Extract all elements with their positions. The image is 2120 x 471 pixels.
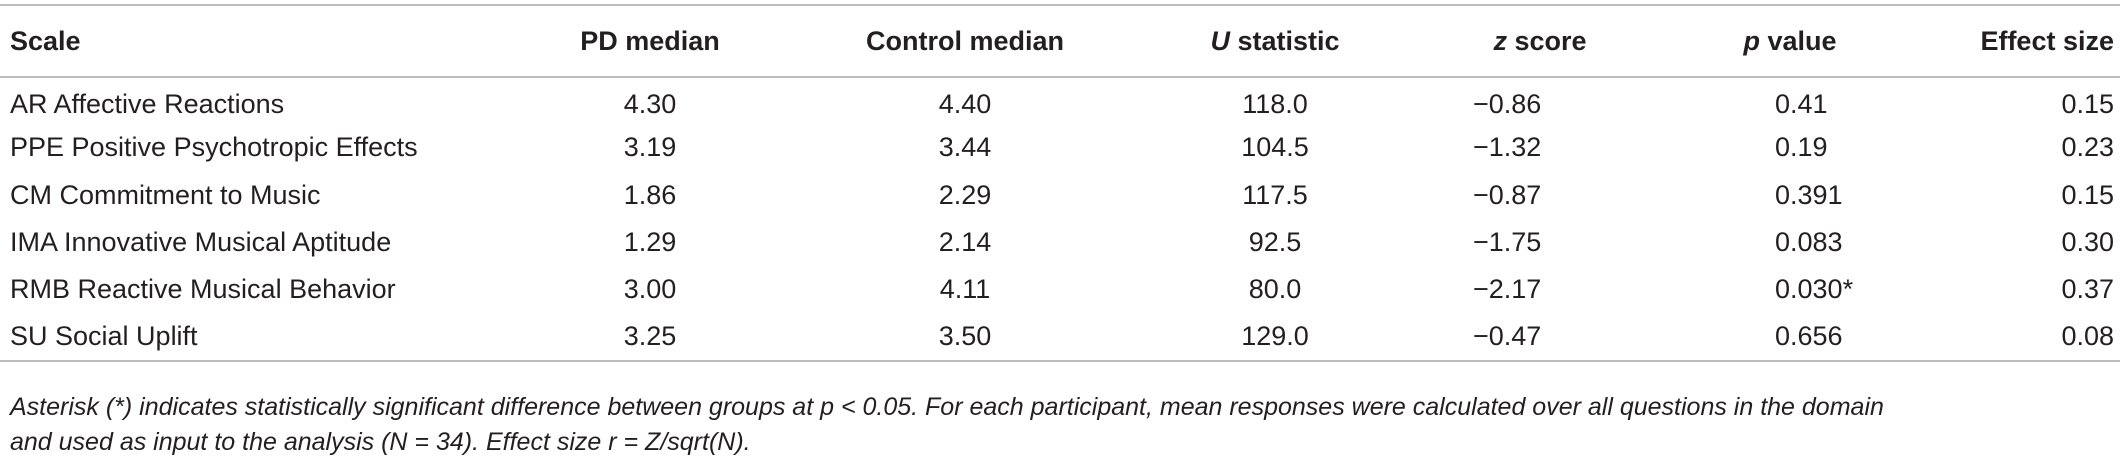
cell-z-score: −1.75 — [1473, 227, 1542, 258]
header-scale: Scale — [10, 25, 81, 56]
header-z-score: z score — [1420, 5, 1660, 77]
header-u-symbol: U — [1210, 25, 1230, 56]
cell-pd-median: 3.19 — [623, 132, 677, 163]
cell-effect-size: 0.15 — [2061, 179, 2114, 210]
table-footnote: Asterisk (*) indicates statistically sig… — [10, 390, 2110, 460]
cell-effect-size: 0.37 — [2061, 274, 2114, 305]
cell-scale: CM Commitment to Music — [10, 179, 321, 210]
cell-p-value: 0.19 — [1775, 132, 1828, 163]
cell-effect-size: 0.15 — [2061, 88, 2114, 119]
cell-control-median: 2.14 — [938, 227, 992, 258]
results-table: Scale PD median Control median U statist… — [0, 4, 2120, 362]
header-row: Scale PD median Control median U statist… — [0, 5, 2120, 77]
table-body: AR Affective Reactions 4.30 4.40 118.0 −… — [0, 77, 2120, 361]
cell-control-median: 4.11 — [939, 274, 991, 305]
cell-p-value: 0.41 — [1775, 88, 1828, 119]
cell-p-value: 0.391 — [1775, 179, 1843, 210]
table-row: SU Social Uplift 3.25 3.50 129.0 −0.47 0… — [0, 313, 2120, 361]
cell-pd-median: 3.25 — [623, 321, 677, 352]
header-u-text: statistic — [1229, 25, 1340, 56]
header-u-statistic: U statistic — [1130, 5, 1420, 77]
cell-scale: AR Affective Reactions — [10, 88, 285, 119]
cell-p-value: 0.083 — [1775, 227, 1843, 258]
cell-control-median: 2.29 — [938, 179, 992, 210]
table-row: PPE Positive Psychotropic Effects 3.19 3… — [0, 124, 2120, 171]
cell-u-statistic: 80.0 — [1248, 274, 1302, 305]
cell-u-statistic: 92.5 — [1248, 227, 1302, 258]
cell-control-median: 3.44 — [938, 132, 992, 163]
table-row: RMB Reactive Musical Behavior 3.00 4.11 … — [0, 266, 2120, 313]
cell-u-statistic: 129.0 — [1241, 321, 1309, 352]
cell-scale: PPE Positive Psychotropic Effects — [10, 132, 418, 163]
header-control-median: Control median — [865, 25, 1064, 56]
table-row: CM Commitment to Music 1.86 2.29 117.5 −… — [0, 172, 2120, 219]
cell-control-median: 3.50 — [938, 321, 992, 352]
cell-u-statistic: 104.5 — [1241, 132, 1309, 163]
footnote-line-2: and used as input to the analysis (N = 3… — [10, 428, 751, 456]
cell-u-statistic: 117.5 — [1242, 179, 1308, 210]
cell-p-value: 0.656 — [1775, 321, 1843, 352]
cell-z-score: −0.47 — [1473, 321, 1542, 352]
cell-scale: SU Social Uplift — [10, 321, 198, 352]
cell-pd-median: 3.00 — [623, 274, 677, 305]
header-z-text: score — [1506, 25, 1587, 56]
cell-effect-size: 0.30 — [2061, 227, 2114, 258]
header-p-value: p value — [1660, 5, 1920, 77]
cell-effect-size: 0.23 — [2061, 132, 2114, 163]
cell-u-statistic: 118.0 — [1242, 88, 1308, 119]
cell-effect-size: 0.08 — [2061, 321, 2114, 352]
cell-p-value: 0.030* — [1775, 274, 1854, 305]
cell-z-score: −0.87 — [1473, 179, 1542, 210]
cell-z-score: −0.86 — [1473, 88, 1542, 119]
table-row: AR Affective Reactions 4.30 4.40 118.0 −… — [0, 77, 2120, 124]
header-pd-median: PD median — [580, 25, 720, 56]
header-z-symbol: z — [1493, 25, 1507, 56]
cell-z-score: −2.17 — [1473, 274, 1542, 305]
table-header: Scale PD median Control median U statist… — [0, 5, 2120, 77]
header-effect-size: Effect size — [1980, 25, 2114, 56]
cell-pd-median: 4.30 — [623, 88, 677, 119]
cell-pd-median: 1.29 — [623, 227, 677, 258]
cell-scale: RMB Reactive Musical Behavior — [10, 274, 396, 305]
table-row: IMA Innovative Musical Aptitude 1.29 2.1… — [0, 219, 2120, 266]
cell-pd-median: 1.86 — [623, 179, 677, 210]
cell-z-score: −1.32 — [1473, 132, 1542, 163]
header-p-text: value — [1759, 25, 1837, 56]
cell-scale: IMA Innovative Musical Aptitude — [10, 227, 392, 258]
cell-control-median: 4.40 — [938, 88, 992, 119]
header-p-symbol: p — [1743, 25, 1760, 56]
footnote-line-1: Asterisk (*) indicates statistically sig… — [10, 393, 1884, 421]
